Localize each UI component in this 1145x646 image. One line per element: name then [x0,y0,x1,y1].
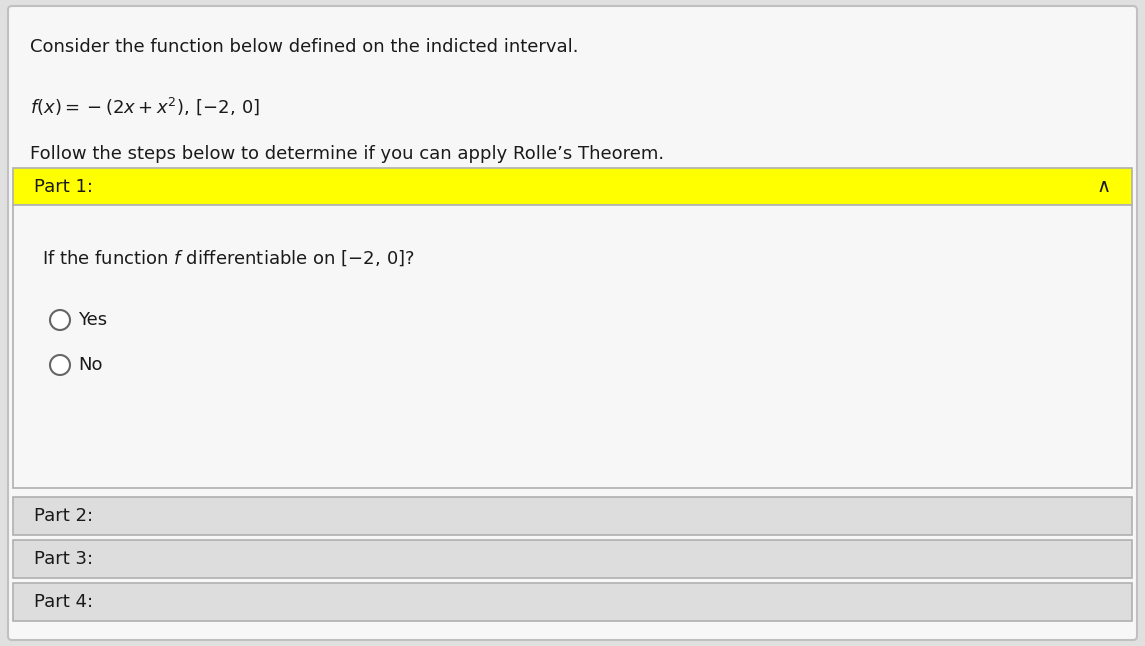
Text: Follow the steps below to determine if you can apply Rolle’s Theorem.: Follow the steps below to determine if y… [30,145,664,163]
Text: If the function $f$ differentiable on $[-2,\,0]$?: If the function $f$ differentiable on $[… [42,248,414,267]
FancyBboxPatch shape [13,540,1132,578]
FancyBboxPatch shape [13,497,1132,535]
Circle shape [50,310,70,330]
FancyBboxPatch shape [13,583,1132,621]
Text: Consider the function below defined on the indicted interval.: Consider the function below defined on t… [30,38,578,56]
Text: Part 1:: Part 1: [34,178,93,196]
Text: Part 4:: Part 4: [34,593,93,611]
FancyBboxPatch shape [13,205,1132,488]
Circle shape [50,355,70,375]
Text: Part 3:: Part 3: [34,550,93,568]
Text: Yes: Yes [78,311,108,329]
Text: Part 2:: Part 2: [34,507,93,525]
Text: $f(x) = -(2x + x^2),\,[-2,\,0]$: $f(x) = -(2x + x^2),\,[-2,\,0]$ [30,95,260,117]
Text: ∧: ∧ [1097,177,1111,196]
Text: No: No [78,356,103,374]
FancyBboxPatch shape [13,168,1132,205]
FancyBboxPatch shape [8,6,1137,640]
